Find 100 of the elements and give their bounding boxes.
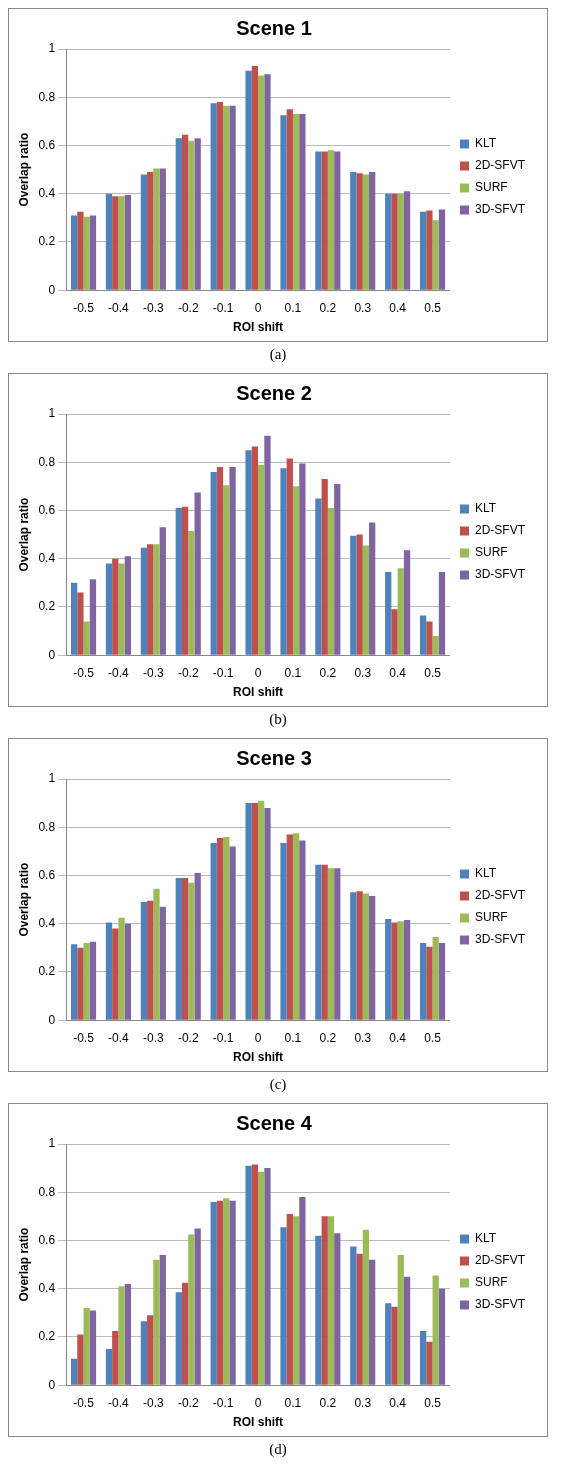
bar bbox=[321, 1216, 328, 1385]
bar bbox=[369, 522, 376, 655]
x-tick-label: 0.5 bbox=[424, 1030, 442, 1045]
y-tick-label: 0 bbox=[48, 647, 56, 662]
bar bbox=[77, 211, 84, 290]
y-axis-title: Overlap ratio bbox=[16, 132, 31, 207]
bar bbox=[140, 547, 148, 655]
bar bbox=[112, 196, 119, 290]
x-tick-label: 0.1 bbox=[284, 1030, 302, 1045]
bar bbox=[438, 209, 446, 290]
bar bbox=[210, 471, 217, 655]
bar bbox=[350, 892, 357, 1020]
bar bbox=[223, 105, 230, 290]
bar bbox=[181, 1282, 189, 1385]
bar bbox=[105, 193, 113, 290]
bar bbox=[426, 1341, 433, 1385]
bar bbox=[403, 920, 411, 1020]
x-tick-label: 0.2 bbox=[319, 1030, 337, 1045]
x-tick-label: -0.1 bbox=[212, 300, 234, 315]
legend-label: SURF bbox=[475, 180, 508, 195]
bar bbox=[334, 1233, 341, 1385]
bar bbox=[245, 1165, 252, 1385]
y-tick-label: 0.6 bbox=[38, 137, 56, 152]
legend-label: 3D-SFVT bbox=[475, 202, 526, 217]
bar bbox=[356, 891, 363, 1020]
x-tick-label: -0.3 bbox=[142, 300, 164, 315]
y-tick-label: 0.4 bbox=[38, 551, 56, 566]
x-tick-label: 0 bbox=[254, 1395, 262, 1410]
bar bbox=[159, 906, 166, 1020]
bar bbox=[229, 105, 236, 290]
legend-label: 2D-SFVT bbox=[475, 1253, 526, 1268]
bar bbox=[403, 1276, 411, 1385]
chart-title: Scene 4 bbox=[236, 1111, 313, 1134]
bar bbox=[181, 877, 189, 1020]
x-tick-label: 0.4 bbox=[389, 665, 407, 680]
bar bbox=[362, 1229, 370, 1385]
text: (b) bbox=[268, 710, 288, 729]
y-tick-label: 0 bbox=[48, 1377, 56, 1392]
bar bbox=[105, 1349, 113, 1385]
bar bbox=[292, 833, 300, 1020]
bar bbox=[118, 563, 125, 655]
bar bbox=[280, 115, 287, 290]
y-tick-label: 0.6 bbox=[38, 1232, 56, 1247]
x-tick-label: 0.1 bbox=[284, 1395, 302, 1410]
bar bbox=[403, 550, 411, 655]
bar bbox=[258, 464, 265, 655]
bar bbox=[292, 1216, 300, 1385]
bar bbox=[229, 1200, 236, 1385]
bar bbox=[245, 70, 252, 290]
bar bbox=[83, 216, 90, 290]
x-tick-label: 0.5 bbox=[424, 1395, 442, 1410]
x-tick-label: -0.2 bbox=[177, 300, 199, 315]
bar bbox=[118, 196, 125, 290]
bar bbox=[315, 151, 322, 290]
x-tick-label: 0.4 bbox=[389, 300, 407, 315]
x-tick-label: 0.3 bbox=[354, 1395, 372, 1410]
bar bbox=[105, 563, 113, 655]
bar bbox=[327, 508, 335, 655]
bar bbox=[89, 941, 97, 1020]
legend-label: 2D-SFVT bbox=[475, 523, 526, 538]
bar bbox=[369, 172, 376, 290]
x-tick-label: -0.4 bbox=[108, 300, 130, 315]
bar bbox=[175, 1292, 182, 1385]
chart-title: Scene 3 bbox=[236, 746, 312, 769]
x-tick-label: -0.5 bbox=[73, 665, 95, 680]
bar bbox=[286, 109, 293, 290]
bar bbox=[70, 1358, 78, 1385]
x-tick-label: -0.1 bbox=[212, 1030, 234, 1045]
bar bbox=[419, 615, 427, 655]
y-axis-title: Overlap ratio bbox=[16, 1227, 31, 1302]
bar bbox=[153, 888, 160, 1020]
bar bbox=[229, 846, 236, 1020]
x-tick-label: -0.3 bbox=[142, 1030, 164, 1045]
x-tick-label: -0.4 bbox=[108, 1395, 130, 1410]
bar bbox=[245, 803, 252, 1020]
bar bbox=[118, 1286, 125, 1385]
bar bbox=[251, 65, 259, 290]
bar bbox=[77, 592, 84, 655]
x-tick-label: 0.3 bbox=[354, 1030, 372, 1045]
legend-label: KLT bbox=[475, 866, 497, 881]
bar bbox=[194, 138, 201, 290]
bar bbox=[251, 803, 259, 1020]
bar bbox=[432, 936, 439, 1020]
bar bbox=[89, 1310, 97, 1385]
y-tick-label: 0.6 bbox=[38, 867, 56, 882]
bar bbox=[89, 215, 97, 290]
bar bbox=[385, 918, 392, 1020]
legend-label: 3D-SFVT bbox=[475, 567, 526, 582]
bar bbox=[258, 1171, 265, 1385]
bar bbox=[432, 1275, 439, 1385]
y-tick-label: 0 bbox=[48, 1012, 56, 1027]
bar bbox=[280, 468, 287, 655]
bar bbox=[356, 534, 363, 655]
bar bbox=[83, 621, 90, 655]
bar bbox=[216, 1200, 224, 1385]
bar bbox=[118, 917, 125, 1020]
bar bbox=[124, 556, 131, 655]
bar bbox=[403, 191, 411, 290]
bar bbox=[147, 900, 154, 1020]
x-axis-title: ROI shift bbox=[233, 1415, 284, 1430]
